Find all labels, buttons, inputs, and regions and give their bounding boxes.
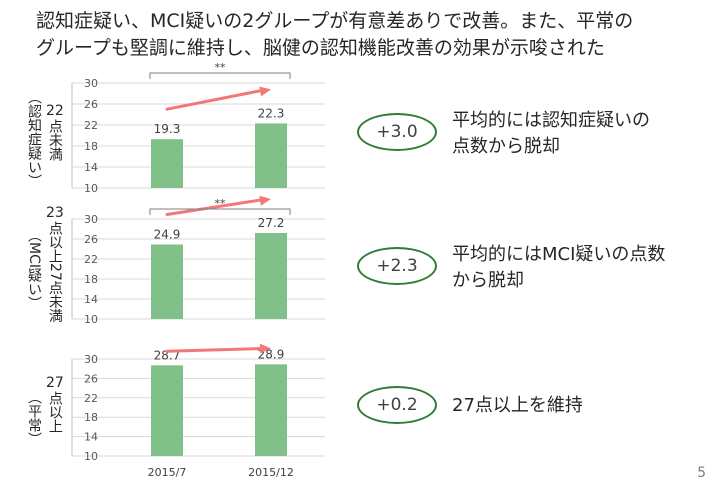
bar-2015/12 [255, 364, 287, 456]
group-label-mci-unit: 点未満 [46, 280, 63, 323]
description-mci-line-2: から脱却 [452, 270, 524, 291]
y-tick-label: 30 [84, 77, 98, 90]
data-label: 22.3 [258, 106, 285, 120]
group-label-mci-range: 点以上27 [46, 221, 63, 281]
y-tick-label: 22 [84, 253, 98, 266]
title-line-1: 認知症疑い、MCI疑いの2グループが有意差ありで改善。また、平常の [36, 10, 634, 32]
y-tick-label: 14 [84, 161, 98, 174]
data-label: 19.3 [154, 122, 181, 136]
trend-arrow-line [165, 347, 263, 353]
description-dementia-line-2: 点数から脱却 [452, 136, 560, 157]
group-label-dementia-sub-2: 知症 [26, 118, 42, 146]
bar-2015/12 [255, 233, 287, 319]
trend-arrow-head [259, 343, 271, 354]
significance-marker: ** [215, 197, 227, 210]
significance-bracket [149, 72, 291, 79]
description-dementia: 平均的には認知症疑いの 点数から脱却 [452, 108, 650, 160]
group-label-dementia-main: 22点未満 [46, 103, 64, 162]
group-label-mci-sub: （MCI疑い） [26, 228, 42, 310]
title-line-2: グループも堅調に維持し、脳健の認知機能改善の効果が示唆された [36, 37, 605, 59]
y-tick-label: 26 [84, 233, 98, 246]
change-badge-mci: +2.3 [357, 247, 437, 285]
y-tick-label: 18 [84, 140, 98, 153]
group-label-normal-sub: （平常） [26, 390, 42, 446]
description-normal: 27点以上を維持 [452, 393, 583, 419]
y-tick-label: 22 [84, 119, 98, 132]
group-label-dementia-sub: （認知症疑い） [26, 90, 42, 188]
x-tick-label: 2015/7 [148, 466, 187, 479]
y-tick-label: 30 [84, 353, 98, 366]
y-tick-label: 14 [84, 293, 98, 306]
bar-2015/7 [151, 244, 183, 319]
y-tick-label: 30 [84, 213, 98, 226]
group-label-dementia-sub-1: （認 [26, 90, 42, 118]
description-dementia-line-1: 平均的には認知症疑いの [452, 110, 650, 131]
change-badge-normal: +0.2 [357, 386, 437, 424]
trend-arrow-head [259, 86, 271, 97]
bar-2015/7 [151, 365, 183, 456]
group-label-normal-main: 27点以上 [46, 375, 64, 434]
chart-panel-dementia: 10 14 18 22 26 30 19.3 22.3 ** [71, 61, 325, 195]
y-tick-label: 18 [84, 273, 98, 286]
significance-marker: ** [215, 61, 227, 74]
description-mci-line-1: 平均的にはMCI疑いの点数 [452, 244, 666, 265]
slide-title: 認知症疑い、MCI疑いの2グループが有意差ありで改善。また、平常の グループも堅… [36, 8, 716, 62]
group-label-normal-number: 27 [46, 375, 64, 391]
description-mci: 平均的にはMCI疑いの点数 から脱却 [452, 242, 665, 294]
bar-2015/12 [255, 123, 287, 188]
y-tick-label: 26 [84, 98, 98, 111]
group-label-mci-number: 23 [46, 205, 64, 221]
page-number: 5 [697, 465, 706, 481]
y-tick-label: 22 [84, 392, 98, 405]
group-label-dementia-unit: 点未満 [46, 119, 63, 161]
significance-bracket [149, 208, 291, 215]
group-label-dementia-sub-3: 疑い） [26, 146, 42, 188]
group-label-mci-main: 23点以上27点未満 [46, 206, 64, 323]
group-label-dementia-number: 22 [46, 103, 64, 119]
y-tick-label: 26 [84, 372, 98, 385]
trend-arrow-line [165, 198, 263, 216]
data-label: 27.2 [258, 216, 285, 230]
y-tick-label: 10 [84, 450, 98, 463]
chart-panel-mci: 10 14 18 22 26 30 24.9 27.2 ** [71, 195, 325, 326]
group-label-normal-unit: 点以上 [46, 391, 63, 433]
y-tick-label: 10 [84, 313, 98, 326]
y-tick-label: 18 [84, 411, 98, 424]
y-tick-label: 10 [84, 182, 98, 195]
data-label: 24.9 [154, 228, 181, 242]
x-tick-label: 2015/12 [248, 466, 294, 479]
change-badge-dementia: +3.0 [357, 113, 437, 151]
trend-arrow-line [165, 89, 263, 111]
bar-2015/7 [151, 139, 183, 188]
y-tick-label: 14 [84, 431, 98, 444]
trend-arrow-head [259, 195, 271, 206]
description-normal-line-1: 27点以上を維持 [452, 395, 583, 416]
